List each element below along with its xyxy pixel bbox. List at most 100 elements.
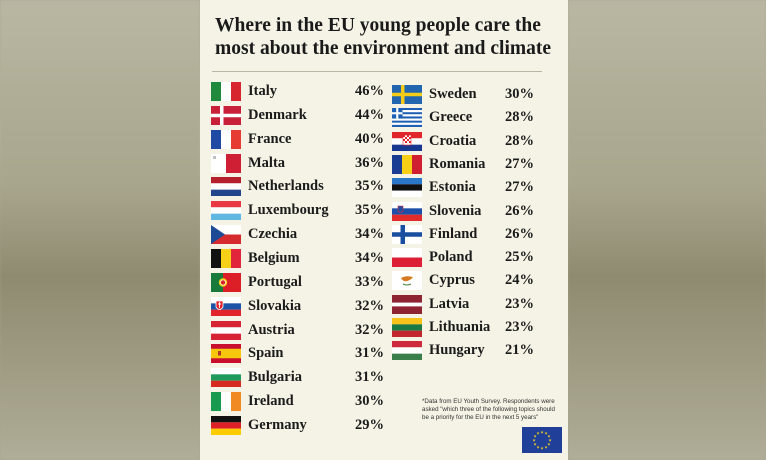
country-label: Poland — [429, 249, 473, 266]
infographic-card: Where in the EU young people care the mo… — [200, 0, 568, 460]
svg-text:★: ★ — [547, 433, 551, 438]
table-row: Lithuania 23% — [392, 318, 567, 340]
hungary-flag-icon — [392, 341, 422, 361]
percent-value: 33% — [355, 273, 384, 290]
table-row: Croatia 28% — [392, 131, 567, 154]
country-label: Latvia — [429, 295, 470, 312]
country-label: Bulgaria — [248, 369, 302, 386]
country-label: Belgium — [248, 249, 300, 266]
percent-value: 30% — [505, 86, 534, 102]
france-flag-icon — [211, 129, 241, 149]
portugal-flag-icon — [211, 272, 241, 292]
country-label: Italy — [248, 83, 277, 99]
table-row: Sweden 30% — [392, 85, 567, 107]
country-label: Portugal — [248, 273, 302, 290]
netherlands-flag-icon — [211, 177, 241, 197]
svg-text:★: ★ — [540, 445, 544, 450]
ireland-flag-icon — [211, 392, 241, 412]
percent-value: 23% — [505, 319, 534, 335]
svg-text:★: ★ — [548, 437, 552, 442]
percent-value: 26% — [505, 225, 534, 242]
table-row: Hungary 21% — [392, 341, 567, 363]
percent-value: 26% — [505, 202, 534, 219]
table-row: Finland 26% — [392, 224, 567, 247]
table-row: Czechia 34% — [211, 225, 386, 247]
romania-flag-icon — [392, 154, 422, 174]
country-label: Croatia — [429, 132, 477, 149]
country-label: Romania — [429, 155, 486, 172]
table-row: Slovakia 32% — [211, 296, 386, 319]
table-row: France 40% — [211, 129, 386, 152]
percent-value: 35% — [355, 202, 384, 219]
percent-value: 23% — [505, 295, 534, 312]
lithuania-flag-icon — [392, 318, 422, 337]
germany-flag-icon — [211, 415, 241, 435]
belgium-flag-icon — [211, 248, 241, 268]
table-row: Latvia 23% — [392, 294, 567, 317]
blurred-background-left — [0, 0, 200, 460]
country-label: Estonia — [429, 179, 476, 196]
blurred-background-right — [568, 0, 766, 460]
country-label: Finland — [429, 225, 478, 242]
table-row: Greece 28% — [392, 108, 567, 130]
malta-flag-icon — [211, 153, 241, 173]
greece-flag-icon — [392, 108, 422, 128]
svg-text:★: ★ — [544, 444, 548, 449]
table-row: Germany 29% — [211, 415, 386, 438]
table-row: Slovenia 26% — [392, 201, 567, 224]
table-row: Netherlands 35% — [211, 177, 386, 199]
luxembourg-flag-icon — [211, 201, 241, 221]
chart-title: Where in the EU young people care the mo… — [215, 15, 552, 59]
country-label: Austria — [248, 321, 295, 338]
austria-flag-icon — [211, 320, 241, 340]
czechia-flag-icon — [211, 225, 241, 245]
country-label: Slovenia — [429, 202, 482, 219]
table-row: Estonia 27% — [392, 178, 567, 200]
table-row: Luxembourg 35% — [211, 201, 386, 223]
country-label: Malta — [248, 154, 286, 171]
table-row: Portugal 33% — [211, 272, 386, 295]
title-divider — [212, 71, 542, 72]
percent-value: 31% — [355, 369, 384, 386]
italy-flag-icon — [211, 82, 241, 101]
table-row: Denmark 44% — [211, 105, 386, 128]
svg-text:★: ★ — [533, 441, 537, 446]
latvia-flag-icon — [392, 294, 422, 314]
percent-value: 46% — [355, 83, 384, 99]
country-label: Luxembourg — [248, 202, 329, 219]
percent-value: 32% — [355, 321, 384, 338]
percent-value: 34% — [355, 226, 384, 243]
eu-flag-icon: ★ ★ ★ ★ ★ ★ ★ ★ ★ ★ ★ ★ — [522, 427, 562, 453]
percent-value: 40% — [355, 130, 384, 147]
svg-text:★: ★ — [532, 437, 536, 442]
country-label: Slovakia — [248, 297, 302, 314]
percent-value: 27% — [505, 155, 534, 172]
croatia-flag-icon — [392, 131, 422, 151]
percent-value: 44% — [355, 106, 384, 123]
percent-value: 35% — [355, 178, 384, 195]
country-label: Greece — [429, 109, 473, 126]
percent-value: 31% — [355, 345, 384, 362]
table-row: Cyprus 24% — [392, 271, 567, 293]
footnote: *Data from EU Youth Survey. Respondents … — [422, 398, 555, 421]
slovenia-flag-icon — [392, 201, 422, 221]
estonia-flag-icon — [392, 178, 422, 198]
country-label: France — [248, 130, 292, 147]
table-row: Malta 36% — [211, 153, 386, 176]
svg-text:★: ★ — [533, 433, 537, 438]
table-row: Poland 25% — [392, 248, 567, 270]
svg-text:★: ★ — [540, 429, 544, 434]
denmark-flag-icon — [211, 105, 241, 125]
percent-value: 25% — [505, 249, 534, 266]
percent-value: 30% — [355, 393, 384, 410]
percent-value: 34% — [355, 249, 384, 266]
svg-text:★: ★ — [536, 430, 540, 435]
spain-flag-icon — [211, 344, 241, 364]
country-label: Ireland — [248, 393, 294, 410]
percent-value: 36% — [355, 154, 384, 171]
table-row: Romania 27% — [392, 154, 567, 177]
table-row: Spain 31% — [211, 344, 386, 366]
svg-text:★: ★ — [536, 444, 540, 449]
svg-text:★: ★ — [544, 430, 548, 435]
country-label: Sweden — [429, 86, 477, 102]
